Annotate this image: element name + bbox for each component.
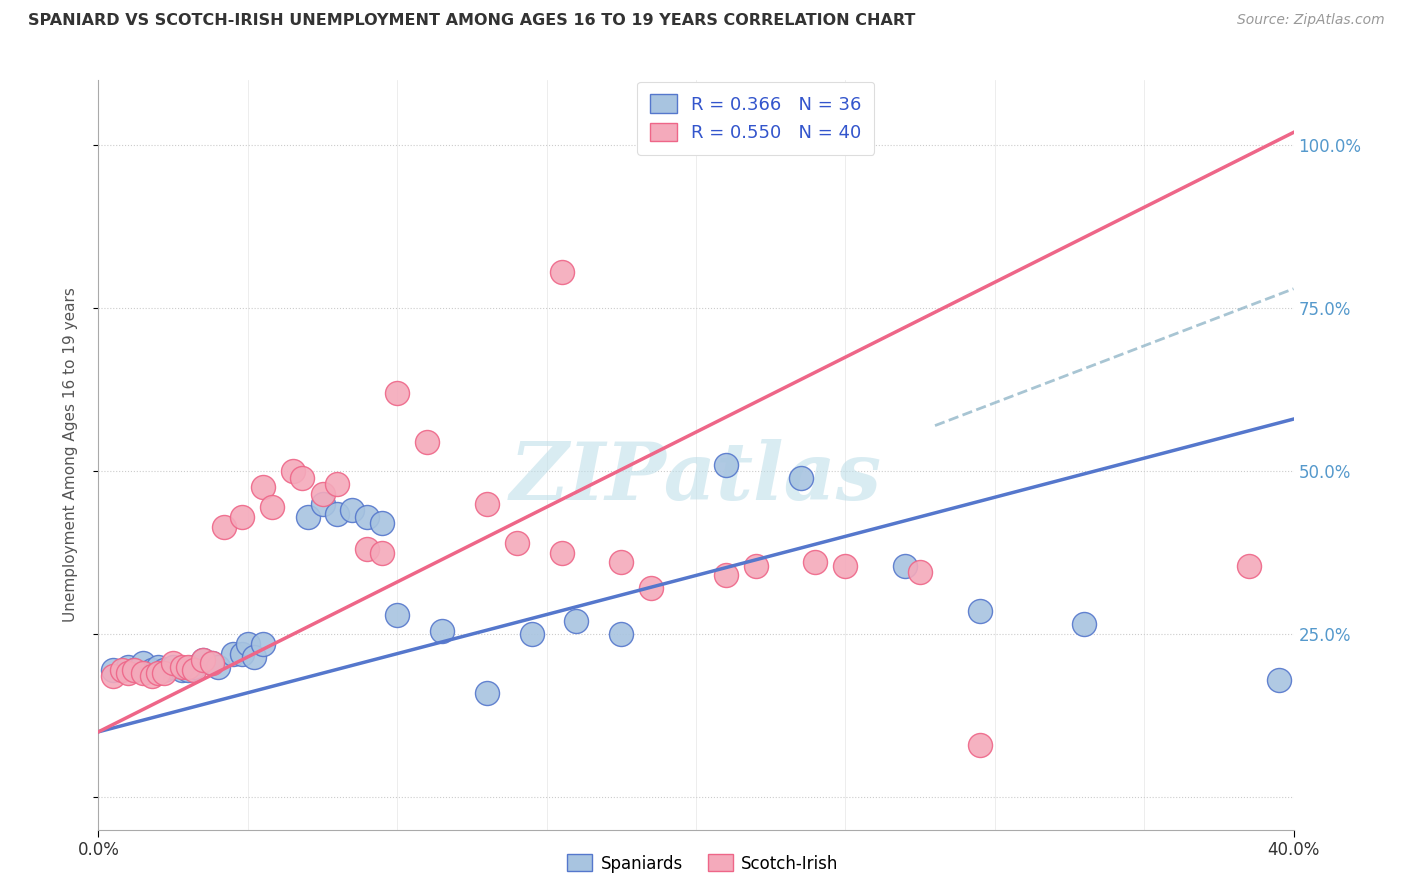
Point	[356, 509, 378, 524]
Point	[1073, 617, 1095, 632]
Point	[311, 497, 333, 511]
Point	[371, 546, 394, 560]
Point	[153, 666, 176, 681]
Point	[610, 627, 633, 641]
Point	[297, 509, 319, 524]
Point	[714, 458, 737, 472]
Point	[1237, 558, 1260, 573]
Point	[117, 659, 139, 673]
Point	[103, 663, 125, 677]
Point	[148, 666, 170, 681]
Point	[172, 663, 194, 677]
Point	[326, 507, 349, 521]
Point	[969, 604, 991, 618]
Point	[132, 657, 155, 671]
Point	[207, 659, 229, 673]
Point	[252, 481, 274, 495]
Point	[342, 503, 364, 517]
Point	[183, 659, 205, 673]
Legend: R = 0.366   N = 36, R = 0.550   N = 40: R = 0.366 N = 36, R = 0.550 N = 40	[637, 82, 875, 155]
Text: SPANIARD VS SCOTCH-IRISH UNEMPLOYMENT AMONG AGES 16 TO 19 YEARS CORRELATION CHAR: SPANIARD VS SCOTCH-IRISH UNEMPLOYMENT AM…	[28, 13, 915, 29]
Point	[311, 487, 333, 501]
Point	[162, 659, 184, 673]
Point	[640, 582, 662, 596]
Point	[177, 663, 200, 677]
Point	[183, 663, 205, 677]
Point	[236, 637, 259, 651]
Point	[243, 649, 266, 664]
Point	[371, 516, 394, 531]
Point	[124, 663, 146, 677]
Point	[231, 509, 253, 524]
Point	[153, 663, 176, 677]
Point	[714, 568, 737, 582]
Point	[162, 657, 184, 671]
Point	[416, 434, 439, 449]
Point	[969, 738, 991, 752]
Point	[201, 657, 224, 671]
Point	[550, 265, 572, 279]
Point	[124, 663, 146, 677]
Point	[281, 464, 304, 478]
Point	[172, 659, 194, 673]
Point	[834, 558, 856, 573]
Point	[132, 666, 155, 681]
Point	[231, 647, 253, 661]
Point	[356, 542, 378, 557]
Point	[745, 558, 768, 573]
Point	[148, 659, 170, 673]
Point	[789, 471, 811, 485]
Point	[430, 624, 453, 638]
Point	[141, 669, 163, 683]
Point	[565, 614, 588, 628]
Point	[260, 500, 283, 514]
Text: ZIPatlas: ZIPatlas	[510, 439, 882, 516]
Point	[475, 686, 498, 700]
Point	[201, 657, 224, 671]
Text: Source: ZipAtlas.com: Source: ZipAtlas.com	[1237, 13, 1385, 28]
Point	[475, 497, 498, 511]
Point	[908, 565, 931, 579]
Point	[550, 546, 572, 560]
Point	[894, 558, 917, 573]
Point	[385, 607, 409, 622]
Point	[291, 471, 314, 485]
Point	[103, 669, 125, 683]
Point	[804, 556, 827, 570]
Point	[191, 653, 214, 667]
Point	[222, 647, 245, 661]
Point	[117, 666, 139, 681]
Point	[326, 477, 349, 491]
Legend: Spaniards, Scotch-Irish: Spaniards, Scotch-Irish	[561, 847, 845, 880]
Point	[191, 653, 214, 667]
Point	[610, 556, 633, 570]
Point	[177, 659, 200, 673]
Y-axis label: Unemployment Among Ages 16 to 19 years: Unemployment Among Ages 16 to 19 years	[63, 287, 77, 623]
Point	[1267, 673, 1289, 687]
Point	[141, 663, 163, 677]
Point	[111, 663, 134, 677]
Point	[520, 627, 543, 641]
Point	[212, 519, 235, 533]
Point	[252, 637, 274, 651]
Point	[385, 386, 409, 401]
Point	[506, 536, 529, 550]
